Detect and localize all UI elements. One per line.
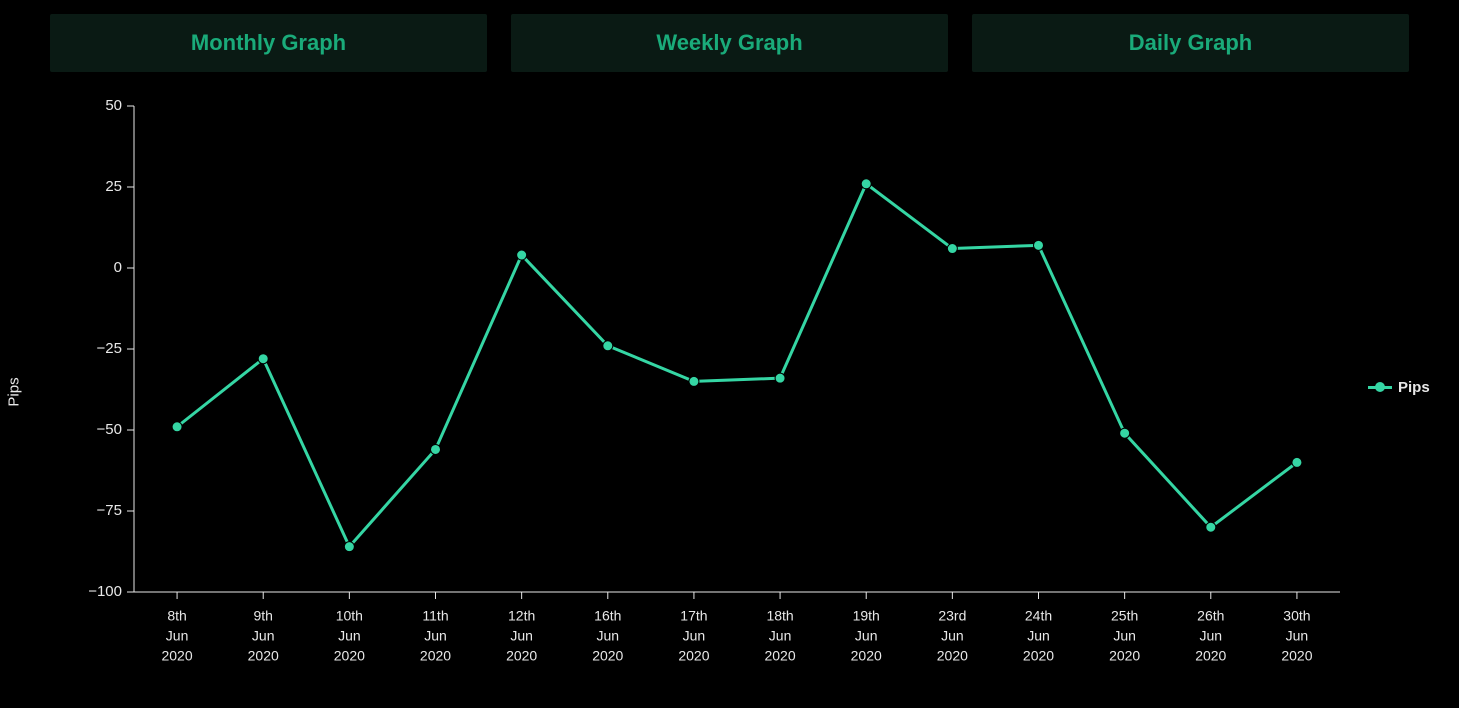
pips-line-chart: −100 −75 −50 −25 0 25 50 8th Jun 2020 9th Jun 2020 10… [70, 92, 1350, 682]
x-tick-label: Jun [769, 627, 792, 643]
legend: Pips [1350, 92, 1430, 682]
tab-weekly[interactable]: Weekly Graph [511, 14, 948, 72]
x-tick-label: 2020 [248, 647, 279, 663]
x-tick-label: 2020 [334, 647, 365, 663]
legend-label: Pips [1398, 379, 1430, 396]
y-axis-label: Pips [6, 377, 23, 406]
x-tick-label: 2020 [506, 647, 537, 663]
x-tick-label: Jun [1027, 627, 1050, 643]
data-point [431, 444, 441, 454]
x-tick-label: Jun [510, 627, 533, 643]
data-point [947, 244, 957, 254]
x-tick-label: Jun [1199, 627, 1222, 643]
x-tick-label: 2020 [1281, 647, 1312, 663]
x-tick-label: 17th [680, 607, 707, 623]
x-tick-label: 2020 [161, 647, 192, 663]
y-tick-label: 25 [105, 178, 122, 195]
tabs-row: Monthly Graph Weekly Graph Daily Graph [0, 0, 1459, 72]
data-point [861, 179, 871, 189]
data-point [1120, 428, 1130, 438]
x-tick-label: Jun [166, 627, 189, 643]
x-tick-label: 2020 [1109, 647, 1140, 663]
x-tick-label: Jun [683, 627, 706, 643]
x-tick-label: 10th [336, 607, 363, 623]
x-tick-label: Jun [252, 627, 275, 643]
y-tick-label: 0 [114, 259, 122, 276]
x-tick-label: 18th [766, 607, 793, 623]
data-point [517, 250, 527, 260]
x-tick-label: 16th [594, 607, 621, 623]
y-tick-label: −25 [97, 340, 122, 357]
y-tick-label: −100 [88, 583, 122, 600]
x-tick-label: 2020 [1023, 647, 1054, 663]
x-tick-label: 2020 [937, 647, 968, 663]
data-point [775, 373, 785, 383]
x-tick-label: Jun [596, 627, 619, 643]
x-tick-label: 26th [1197, 607, 1224, 623]
data-point [258, 354, 268, 364]
x-tick-label: 24th [1025, 607, 1052, 623]
data-point [1292, 457, 1302, 467]
x-tick-label: 19th [853, 607, 880, 623]
y-tick-label: −75 [97, 502, 122, 519]
data-point [1034, 240, 1044, 250]
x-tick-label: 8th [167, 607, 186, 623]
x-tick-label: 12th [508, 607, 535, 623]
x-tick-label: Jun [941, 627, 964, 643]
data-point [689, 376, 699, 386]
x-tick-label: 23rd [938, 607, 966, 623]
x-tick-label: Jun [338, 627, 361, 643]
series-line [177, 184, 1297, 547]
x-tick-label: 2020 [678, 647, 709, 663]
x-tick-label: 30th [1283, 607, 1310, 623]
data-point [172, 422, 182, 432]
x-tick-label: 2020 [592, 647, 623, 663]
tab-monthly[interactable]: Monthly Graph [50, 14, 487, 72]
chart-area: Pips −100 −75 −50 −25 0 25 50 8th Jun 2020 9th Jun 2… [0, 72, 1459, 708]
y-tick-label: 50 [105, 97, 122, 114]
data-point [1206, 522, 1216, 532]
x-tick-label: 25th [1111, 607, 1138, 623]
data-point [344, 542, 354, 552]
x-tick-label: 2020 [764, 647, 795, 663]
legend-swatch [1368, 386, 1392, 389]
x-tick-label: Jun [1113, 627, 1136, 643]
y-tick-label: −50 [97, 421, 122, 438]
x-tick-label: 11th [422, 607, 448, 623]
x-tick-label: 2020 [1195, 647, 1226, 663]
x-tick-label: Jun [1286, 627, 1309, 643]
data-point [603, 341, 613, 351]
x-tick-label: 2020 [420, 647, 451, 663]
x-tick-label: Jun [424, 627, 447, 643]
x-tick-label: 9th [253, 607, 272, 623]
x-tick-label: 2020 [851, 647, 882, 663]
tab-daily[interactable]: Daily Graph [972, 14, 1409, 72]
x-tick-label: Jun [855, 627, 878, 643]
